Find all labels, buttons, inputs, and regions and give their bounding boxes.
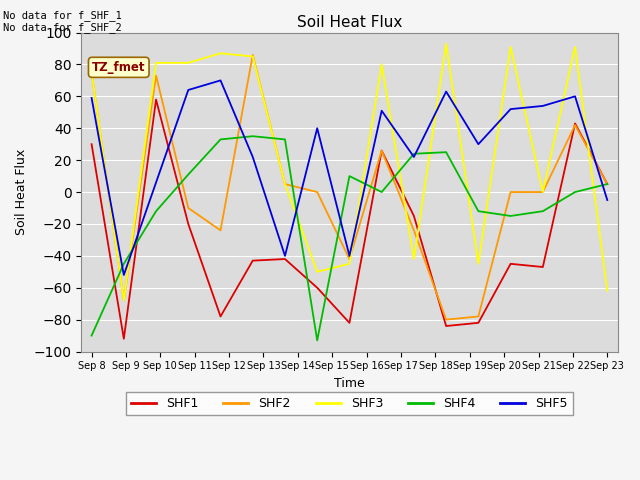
SHF2: [572, 122, 579, 128]
SHF4: [314, 337, 321, 343]
SHF3: [507, 44, 515, 50]
SHF2: [346, 256, 353, 262]
SHF4: [604, 181, 611, 187]
SHF3: [120, 298, 127, 303]
SHF1: [604, 181, 611, 187]
Text: No data for f_SHF_1
No data for f_SHF_2: No data for f_SHF_1 No data for f_SHF_2: [3, 10, 122, 33]
SHF3: [410, 256, 418, 262]
SHF3: [442, 41, 450, 47]
SHF4: [152, 208, 160, 214]
SHF2: [120, 298, 127, 303]
SHF3: [346, 261, 353, 267]
X-axis label: Time: Time: [334, 377, 365, 390]
SHF5: [539, 103, 547, 109]
SHF2: [281, 181, 289, 187]
SHF4: [281, 136, 289, 142]
SHF1: [152, 96, 160, 102]
SHF5: [474, 141, 482, 147]
SHF3: [88, 70, 95, 75]
SHF3: [249, 54, 257, 60]
SHF4: [120, 261, 127, 267]
SHF4: [572, 189, 579, 195]
SHF2: [152, 73, 160, 79]
SHF5: [281, 253, 289, 259]
SHF3: [314, 269, 321, 275]
SHF5: [507, 106, 515, 112]
Line: SHF1: SHF1: [92, 99, 607, 339]
SHF2: [507, 189, 515, 195]
SHF1: [88, 141, 95, 147]
SHF4: [474, 208, 482, 214]
Y-axis label: Soil Heat Flux: Soil Heat Flux: [15, 149, 28, 235]
SHF5: [572, 94, 579, 99]
SHF1: [281, 256, 289, 262]
SHF4: [184, 172, 192, 178]
Legend: SHF1, SHF2, SHF3, SHF4, SHF5: SHF1, SHF2, SHF3, SHF4, SHF5: [126, 393, 573, 416]
SHF3: [217, 50, 225, 56]
SHF5: [442, 89, 450, 95]
SHF1: [539, 264, 547, 270]
SHF1: [120, 336, 127, 342]
SHF3: [539, 189, 547, 195]
SHF5: [217, 78, 225, 84]
SHF5: [88, 95, 95, 101]
SHF5: [378, 108, 385, 114]
SHF2: [217, 228, 225, 233]
SHF3: [281, 181, 289, 187]
SHF4: [410, 151, 418, 156]
SHF4: [507, 213, 515, 219]
SHF5: [184, 87, 192, 93]
SHF5: [346, 253, 353, 259]
SHF2: [410, 228, 418, 233]
SHF1: [184, 221, 192, 227]
SHF2: [184, 205, 192, 211]
SHF4: [442, 149, 450, 155]
SHF1: [474, 320, 482, 326]
Line: SHF4: SHF4: [92, 136, 607, 340]
SHF1: [314, 285, 321, 290]
SHF1: [249, 258, 257, 264]
SHF3: [474, 261, 482, 267]
SHF5: [604, 197, 611, 203]
SHF2: [314, 189, 321, 195]
Title: Soil Heat Flux: Soil Heat Flux: [297, 15, 402, 30]
SHF4: [539, 208, 547, 214]
SHF2: [88, 70, 95, 75]
SHF5: [410, 154, 418, 160]
SHF1: [410, 213, 418, 219]
SHF5: [249, 154, 257, 160]
Text: TZ_fmet: TZ_fmet: [92, 61, 145, 74]
SHF1: [572, 120, 579, 126]
SHF4: [378, 189, 385, 195]
SHF3: [184, 60, 192, 66]
Line: SHF2: SHF2: [92, 55, 607, 320]
SHF1: [346, 320, 353, 326]
SHF5: [152, 180, 160, 185]
SHF4: [249, 133, 257, 139]
SHF4: [217, 136, 225, 142]
SHF3: [152, 60, 160, 66]
SHF2: [378, 148, 385, 154]
SHF2: [539, 189, 547, 195]
SHF1: [378, 148, 385, 154]
SHF5: [314, 125, 321, 131]
SHF3: [572, 44, 579, 50]
Line: SHF3: SHF3: [92, 44, 607, 300]
SHF2: [474, 313, 482, 319]
SHF4: [346, 173, 353, 179]
SHF5: [120, 272, 127, 278]
SHF2: [442, 317, 450, 323]
SHF3: [378, 61, 385, 67]
SHF1: [507, 261, 515, 267]
SHF2: [249, 52, 257, 58]
SHF2: [604, 181, 611, 187]
SHF1: [442, 323, 450, 329]
SHF1: [217, 313, 225, 319]
SHF4: [88, 333, 95, 338]
Line: SHF5: SHF5: [92, 81, 607, 275]
SHF3: [604, 288, 611, 294]
